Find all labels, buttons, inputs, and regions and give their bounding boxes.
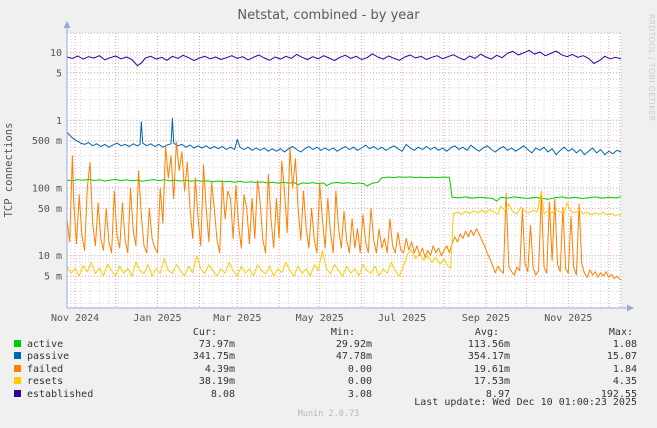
legend-cur-passive: 341.75m <box>192 351 235 363</box>
y-tick-label: 10 <box>50 48 62 59</box>
legend-header-min: Min: <box>330 327 355 338</box>
legend-label-active: active <box>27 339 64 350</box>
legend-min-established: 3.08 <box>347 388 372 400</box>
munin-version: Munin 2.0.73 <box>297 409 360 419</box>
legend-cur-failed: 4.39m <box>204 363 235 375</box>
legend-cur-established: 8.08 <box>210 388 235 400</box>
series-line-failed <box>66 141 622 281</box>
y-tick-label: 50 m <box>38 204 62 215</box>
legend-avg-failed: 19.61m <box>473 363 510 375</box>
y-tick-label: 100 m <box>32 184 62 195</box>
legend-swatch-failed <box>14 364 21 372</box>
legend-swatch-resets <box>14 377 21 385</box>
legend-swatch-active <box>14 340 21 347</box>
legend-label-resets: resets <box>27 376 64 388</box>
legend-row-active: active 73.97m 29.92m 113.56m 1.08 <box>0 339 657 351</box>
y-tick-label: 1 <box>56 116 62 127</box>
rrdtool-watermark: RRDTOOL / TOBI OETIKER <box>647 14 656 122</box>
x-tick-label: May 2025 <box>296 313 344 324</box>
legend-min-active: 29.92m <box>335 339 372 350</box>
legend-max-resets: 4.35 <box>612 376 637 388</box>
legend-max-failed: 1.84 <box>612 363 637 375</box>
legend-cur-resets: 38.19m <box>198 376 235 388</box>
legend-swatch-passive <box>14 352 21 360</box>
legend-avg-resets: 17.53m <box>473 376 510 388</box>
x-tick-label: Jan 2025 <box>133 313 181 324</box>
legend-min-passive: 47.78m <box>335 351 372 363</box>
chart-plot: 10 5 1 500 m 100 m 50 m 10 m 5 m Nov 2024 Jan 202… <box>32 21 634 324</box>
y-tick-label: 10 m <box>38 251 62 262</box>
x-tick-label: Sep 2025 <box>462 313 510 324</box>
series-line-established <box>66 49 622 67</box>
legend-row-passive: passive 341.75m 47.78m 354.17m 15.07 <box>0 351 657 363</box>
legend-cur-active: 73.97m <box>198 339 235 350</box>
legend-max-established: 192.55 <box>600 388 637 400</box>
last-update: Last update: Wed Dec 10 01:00:23 2025 <box>414 397 637 408</box>
legend-row-failed: failed 4.39m 0.00 19.61m 1.84 <box>0 364 657 376</box>
legend-header-avg: Avg: <box>474 327 499 338</box>
legend-row-resets: resets 38.19m 0.00 17.53m 4.35 <box>0 376 657 388</box>
x-tick-label: Nov 2024 <box>51 313 99 324</box>
legend-avg-active: 113.56m <box>467 339 510 350</box>
legend-header-cur: Cur: <box>192 327 217 338</box>
x-tick-label: Mar 2025 <box>213 313 261 324</box>
series-line-active <box>66 176 622 202</box>
page-title: Netstat, combined - by year <box>237 8 420 23</box>
y-tick-label: 5 m <box>44 272 62 283</box>
legend-max-passive: 15.07 <box>606 351 637 363</box>
legend-min-resets: 0.00 <box>347 376 372 388</box>
series-line-passive <box>66 117 622 156</box>
x-tick-label: Nov 2025 <box>544 313 592 324</box>
legend-avg-established: 8.97 <box>485 388 510 400</box>
legend-label-passive: passive <box>27 351 70 363</box>
legend-header-max: Max: <box>608 327 633 338</box>
y-tick-label: 5 <box>56 68 62 79</box>
legend-header-row: Cur: Min: Avg: Max: <box>0 327 657 339</box>
legend-row-established: established 8.08 3.08 8.97 192.55 <box>0 389 657 401</box>
legend-min-failed: 0.00 <box>347 363 372 375</box>
legend-label-failed: failed <box>27 363 64 375</box>
legend-swatch-established <box>14 389 21 397</box>
series-line-resets <box>66 190 622 277</box>
x-tick-label: Jul 2025 <box>378 313 426 324</box>
legend-label-established: established <box>27 388 94 400</box>
y-tick-label: 500 m <box>32 136 62 147</box>
legend-max-active: 1.08 <box>612 339 637 350</box>
legend-avg-passive: 354.17m <box>467 351 510 363</box>
